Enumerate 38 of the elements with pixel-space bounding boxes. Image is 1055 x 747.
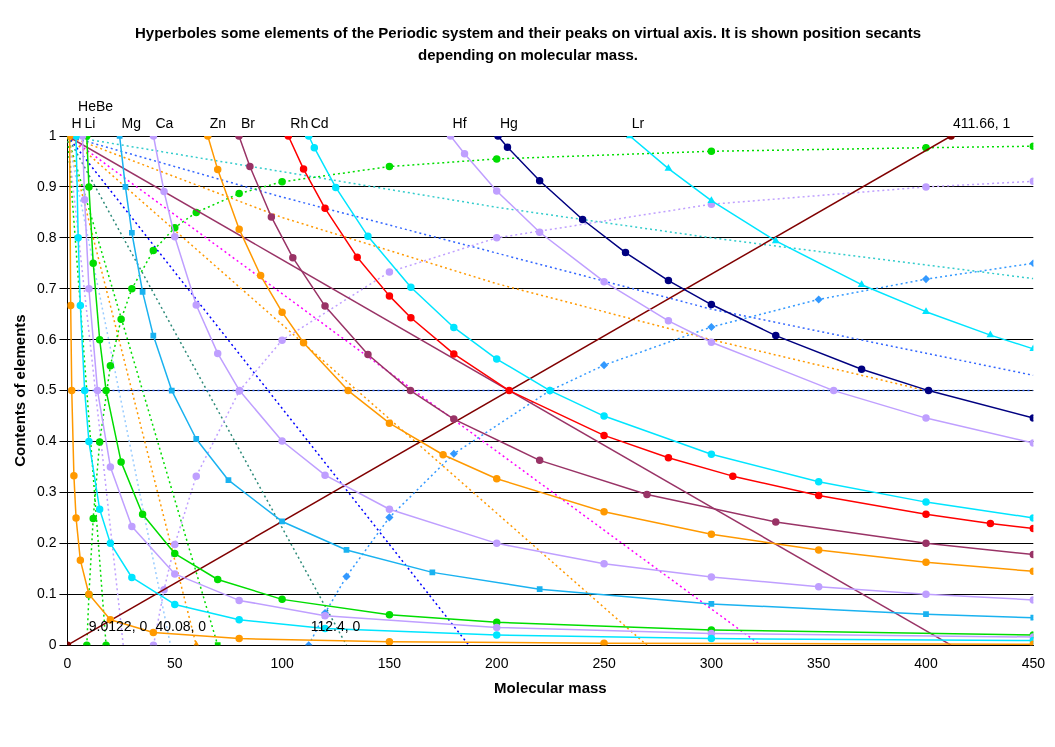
annotation: 40.08, 0 (155, 618, 207, 635)
annotation: Mg (121, 115, 142, 131)
y-tick-label: 1 (48, 126, 57, 143)
y-tick-label: 0.5 (36, 381, 57, 398)
annotation: Hf (452, 115, 467, 131)
y-tick-label: 0.1 (36, 585, 57, 602)
annotation: Hg (500, 115, 518, 131)
x-tick-label: 100 (270, 655, 294, 672)
annotation: Li (84, 115, 96, 131)
y-tick-label: 0.3 (36, 483, 57, 500)
annotation: Zn (209, 115, 227, 131)
x-axis-title: Molecular mass (494, 679, 607, 697)
x-tick-label: 0 (63, 655, 72, 672)
y-tick-label: 0.4 (36, 432, 57, 449)
annotation: Br (240, 115, 256, 131)
annotation: HeBe (78, 98, 114, 114)
y-tick-label: 0.8 (36, 228, 57, 245)
x-tick-label: 250 (592, 655, 616, 672)
x-tick-label: 150 (377, 655, 402, 672)
annotation: Cd (310, 115, 329, 131)
annotation: H (71, 115, 82, 131)
annotation: Rh (290, 115, 309, 131)
x-tick-label: 200 (485, 655, 509, 672)
y-tick-label: 0.6 (36, 330, 57, 347)
annotation: Lr (631, 115, 645, 131)
x-tick-label: 300 (699, 655, 724, 672)
y-tick-label: 0.7 (36, 279, 57, 296)
y-tick-label: 0.2 (36, 534, 57, 551)
x-tick-label: 350 (807, 655, 831, 672)
x-tick-label: 50 (166, 655, 183, 672)
annotation: 411.66, 1 (953, 115, 1011, 131)
chart-title: Hyperboles some elements of the Periodic system and their peaks on virtual axis. It is shown position secants depending on molecular mass. (133, 23, 923, 65)
y-axis-title: Contents of elements (11, 314, 29, 467)
y-tick-label: 0 (48, 636, 57, 653)
y-tick-label: 0.9 (36, 177, 57, 194)
x-tick-label: 400 (914, 655, 938, 672)
x-tick-label: 450 (1021, 655, 1046, 672)
annotation: Ca (155, 115, 174, 131)
